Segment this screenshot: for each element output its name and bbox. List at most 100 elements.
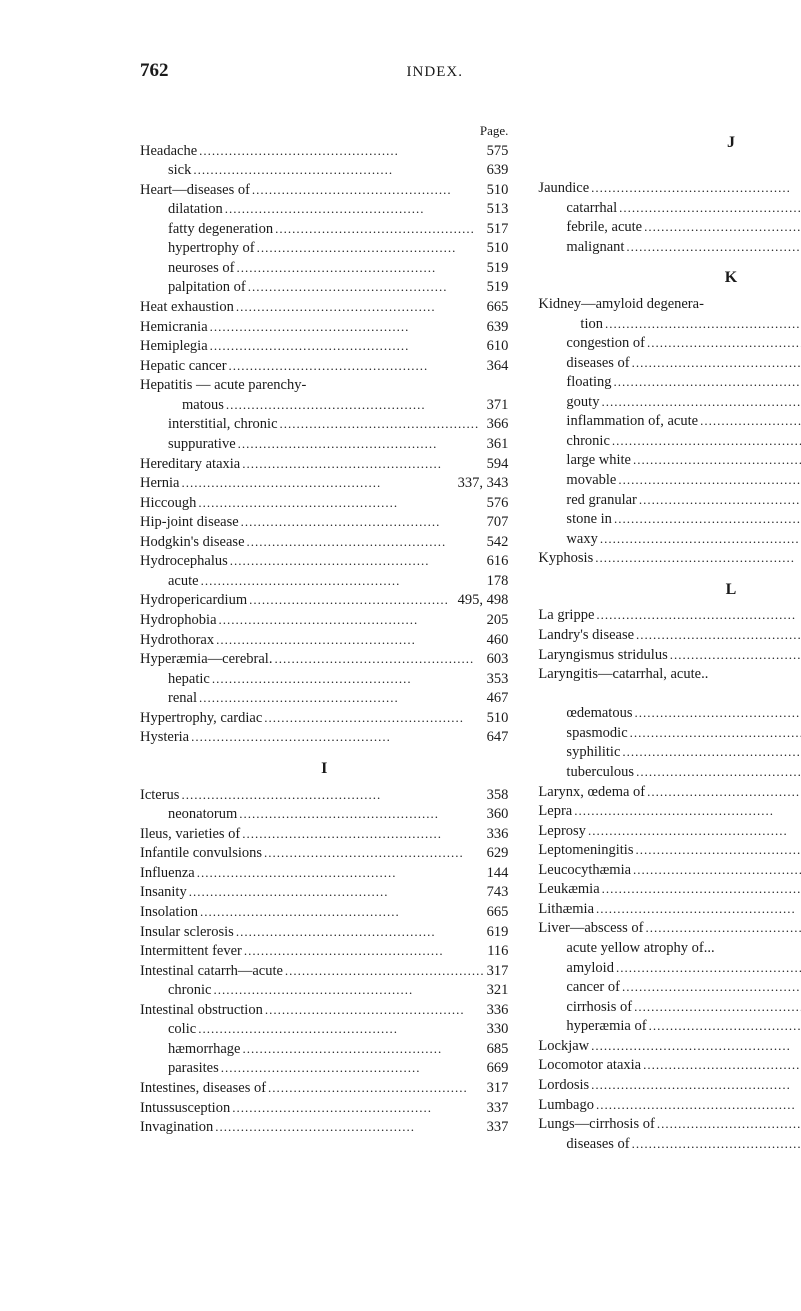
index-entry: diseases of427	[538, 1135, 801, 1155]
entry-text: Lordosis	[538, 1076, 589, 1096]
index-entry: dilatation513	[140, 200, 508, 220]
leader-dots	[247, 591, 458, 609]
page-number: 762	[140, 60, 169, 82]
entry-text: Hydropericardium	[140, 591, 247, 611]
entry-page: 336	[487, 825, 509, 845]
leader-dots	[213, 1118, 486, 1136]
entry-page: 639	[487, 161, 509, 181]
index-entry: febrile, acute222	[538, 218, 801, 238]
leader-dots	[624, 238, 801, 256]
index-entry: inflammation of, acute469	[538, 412, 801, 432]
leader-dots	[598, 530, 801, 548]
entry-text: stone in	[566, 510, 612, 530]
entry-text: Icterus	[140, 786, 179, 806]
index-entry: Intestinal obstruction336	[140, 1001, 508, 1021]
entry-text: Leprosy	[538, 822, 586, 842]
entry-text: Hysteria	[140, 728, 189, 748]
leader-dots	[589, 179, 801, 197]
index-entry: Hiccough576	[140, 494, 508, 514]
entry-text: sick	[168, 161, 191, 181]
entry-text: cancer of	[566, 978, 620, 998]
index-entry: Intermittent fever116	[140, 942, 508, 962]
leader-dots	[239, 513, 487, 531]
leader-dots	[668, 646, 801, 664]
page-label: Page.	[140, 122, 508, 140]
leader-dots	[195, 864, 487, 882]
entry-page: 743	[487, 883, 509, 903]
entry-text: Heart—diseases of	[140, 181, 250, 201]
entry-text: Hyperæmia—cerebral.	[140, 650, 272, 670]
index-entry: suppurative361	[140, 435, 508, 455]
index-entry: Hepatic cancer364	[140, 357, 508, 377]
index-entry: tuberculous405	[538, 763, 801, 783]
index-entry: matous371	[140, 396, 508, 416]
leader-dots	[645, 334, 801, 352]
index-entry: neonatorum360	[140, 805, 508, 825]
leader-dots	[620, 743, 801, 761]
entry-text: Jaundice	[538, 179, 589, 199]
entry-page: 685	[487, 1040, 509, 1060]
leader-dots	[208, 318, 487, 336]
index-entry: Hodgkin's disease542	[140, 533, 508, 553]
leader-dots	[628, 724, 801, 742]
index-entry: Locomotor ataxia589	[538, 1056, 801, 1076]
entry-text: Hernia	[140, 474, 179, 494]
entry-page: 317	[487, 962, 509, 982]
entry-text: red granular	[566, 491, 636, 511]
entry-text: acute	[168, 572, 199, 592]
leader-dots	[634, 763, 801, 781]
leader-dots	[593, 549, 801, 567]
entry-text: Hodgkin's disease	[140, 533, 245, 553]
index-entry: Intussusception337	[140, 1099, 508, 1119]
index-entry: La grippe144	[538, 606, 801, 626]
entry-text: Hydrocephalus	[140, 552, 228, 572]
entry-page: 321	[487, 981, 509, 1001]
entry-page: 116	[487, 942, 508, 962]
index-entry: Lithæmia247	[538, 900, 801, 920]
index-entry: movable488	[538, 471, 801, 491]
index-entry: floating488	[538, 373, 801, 393]
entry-page: 330	[487, 1020, 509, 1040]
leader-dots	[234, 923, 487, 941]
entry-text: spasmodic	[566, 724, 627, 744]
index-entry: large white478	[538, 451, 801, 471]
entry-text: Larynx, œdema of	[538, 783, 645, 803]
entry-text: hepatic	[168, 670, 210, 690]
leader-dots	[196, 1020, 486, 1038]
index-entry: malignant371	[538, 238, 801, 258]
entry-text: cirrhosis of	[566, 998, 632, 1018]
leader-dots	[227, 357, 487, 375]
entry-page: 361	[487, 435, 509, 455]
leader-dots	[273, 220, 487, 238]
leader-dots	[603, 315, 801, 333]
section-letter-i: I	[140, 758, 508, 780]
entry-text: movable	[566, 471, 616, 491]
entry-text: Locomotor ataxia	[538, 1056, 641, 1076]
index-entry: Leptomeningitis602	[538, 841, 801, 861]
index-entry: Heat exhaustion665	[140, 298, 508, 318]
leader-dots	[594, 900, 801, 918]
leader-dots	[633, 841, 801, 859]
leader-dots	[620, 978, 801, 996]
leader-dots	[263, 1001, 487, 1019]
leader-dots	[283, 962, 487, 980]
entry-text: Lockjaw	[538, 1037, 589, 1057]
leader-dots	[634, 626, 801, 644]
index-columns: Page.Headache575sick639Heart—diseases of…	[140, 122, 741, 1154]
entry-text: matous	[182, 396, 224, 416]
entry-text: Leukæmia	[538, 880, 599, 900]
entry-text: tuberculous	[566, 763, 634, 783]
index-entry: Hydrocephalus616	[140, 552, 508, 572]
index-entry: Hemicrania639	[140, 318, 508, 338]
entry-page: 337	[487, 1118, 509, 1138]
entry-page: 510	[487, 181, 509, 201]
entry-page: 519	[487, 278, 509, 298]
leader-dots	[250, 181, 487, 199]
entry-text: congestion of	[566, 334, 645, 354]
entry-page: 513	[487, 200, 509, 220]
leader-dots	[630, 1135, 801, 1153]
entry-text: Liver—abscess of	[538, 919, 643, 939]
index-entry: Hydrophobia205	[140, 611, 508, 631]
entry-page: 707	[487, 513, 509, 533]
index-entry: hepatic353	[140, 670, 508, 690]
